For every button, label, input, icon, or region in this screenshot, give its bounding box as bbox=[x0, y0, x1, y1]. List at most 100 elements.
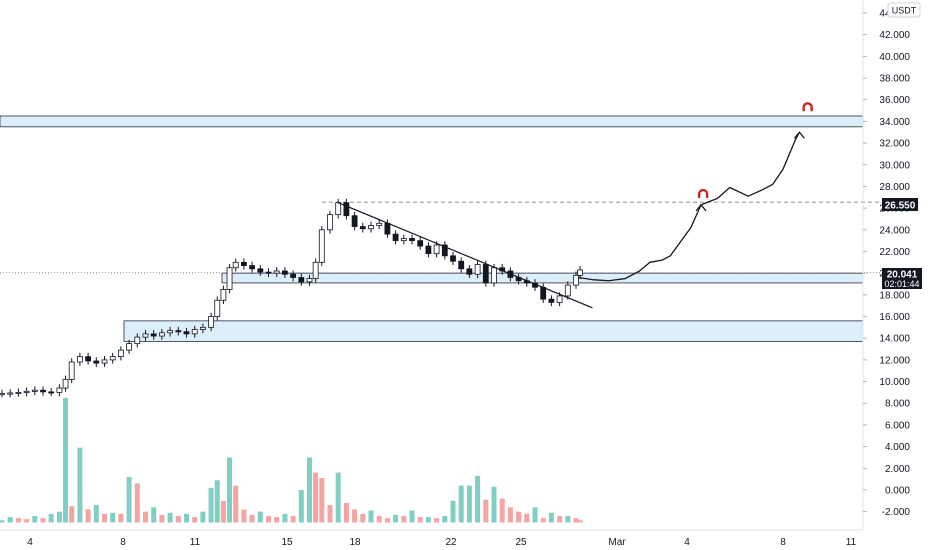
volume-bar bbox=[491, 486, 497, 523]
volume-bar bbox=[241, 509, 247, 523]
volume-bar bbox=[548, 512, 554, 523]
candle-body bbox=[548, 298, 555, 303]
candle-body bbox=[56, 387, 63, 393]
time-tick-label: 4 bbox=[27, 537, 33, 548]
volume-bar bbox=[565, 515, 571, 523]
volume-bar bbox=[499, 498, 505, 523]
price-tick-label: 42.000 bbox=[879, 30, 910, 41]
volume-bar bbox=[15, 518, 21, 523]
volume-bar bbox=[532, 507, 538, 523]
volume-bar bbox=[0, 520, 5, 523]
volume-bar bbox=[167, 512, 173, 523]
volume-bar bbox=[134, 483, 140, 523]
trendline bbox=[337, 202, 593, 309]
time-axis[interactable]: 4 8 11 15 18 22 25 Mar 4 8 11 bbox=[27, 537, 856, 548]
volume-bar bbox=[352, 509, 358, 523]
price-candles bbox=[0, 198, 583, 398]
volume-bar bbox=[282, 513, 288, 523]
currency-badge[interactable]: USDT bbox=[887, 2, 921, 18]
volume-bar bbox=[7, 517, 13, 523]
volume-bar bbox=[425, 517, 431, 523]
magnet-icon bbox=[697, 188, 709, 199]
price-tick-label: 14.000 bbox=[879, 334, 910, 345]
candle-body bbox=[31, 389, 38, 392]
candle-body bbox=[142, 333, 149, 338]
volume-bar bbox=[335, 472, 341, 523]
volume-bar bbox=[257, 511, 263, 523]
candle-body bbox=[351, 215, 358, 227]
price-tick-label: 18.000 bbox=[879, 290, 910, 301]
magnet-icon bbox=[802, 102, 813, 112]
target-price-value: 26.550 bbox=[885, 201, 916, 212]
candle-body bbox=[232, 261, 239, 269]
volume-bar bbox=[368, 510, 374, 523]
volume-bar bbox=[524, 513, 530, 523]
candle-body bbox=[409, 238, 415, 242]
time-tick-label: 8 bbox=[780, 537, 786, 548]
candle-body bbox=[208, 316, 215, 328]
candle-body bbox=[93, 360, 100, 364]
volume-bar bbox=[77, 447, 83, 523]
volume-bar bbox=[102, 513, 107, 523]
candle-body bbox=[368, 225, 374, 230]
volume-bar bbox=[69, 506, 75, 523]
candle-body bbox=[359, 226, 366, 230]
price-tick-label: 16.000 bbox=[879, 312, 910, 323]
volume-bar bbox=[151, 507, 157, 523]
candle-body bbox=[220, 289, 227, 301]
projection-path bbox=[577, 131, 805, 282]
volume-bar bbox=[475, 475, 481, 523]
price-axis[interactable]: 44.00042.00040.00038.00036.00034.00032.0… bbox=[863, 9, 910, 519]
candle-body bbox=[327, 214, 333, 231]
candle-body bbox=[556, 295, 563, 303]
volume-bar bbox=[327, 505, 333, 523]
volume-bar bbox=[343, 502, 349, 523]
time-tick-label: 8 bbox=[120, 537, 126, 548]
price-tick-label: -2.000 bbox=[882, 507, 911, 518]
candle-body bbox=[240, 261, 247, 266]
volume-bar bbox=[63, 397, 69, 523]
candle-body bbox=[23, 390, 30, 393]
candle-body bbox=[577, 269, 583, 276]
candle-body bbox=[312, 261, 319, 279]
volume-bar bbox=[48, 513, 54, 523]
price-tick-label: 10.000 bbox=[879, 377, 910, 388]
volume-bar bbox=[298, 489, 304, 523]
volume-bar bbox=[249, 514, 255, 523]
candle-body bbox=[48, 391, 55, 394]
target-badge-bg bbox=[882, 198, 918, 211]
volume-bar bbox=[434, 518, 440, 523]
volume-bar bbox=[507, 507, 513, 523]
volume-bar bbox=[290, 515, 296, 523]
candle-body bbox=[226, 267, 233, 290]
volume-bar bbox=[450, 500, 456, 523]
price-tick-label: 0.000 bbox=[885, 485, 910, 496]
volume-bar bbox=[200, 511, 206, 523]
candle-body bbox=[85, 356, 91, 362]
volume-bar bbox=[319, 478, 325, 523]
price-tick-label: 38.000 bbox=[879, 74, 910, 85]
candle-body bbox=[343, 202, 350, 217]
price-tick-label: 2.000 bbox=[885, 464, 910, 475]
price-tick-label: 34.000 bbox=[879, 117, 910, 128]
candle-body bbox=[126, 343, 132, 351]
candle-body bbox=[214, 299, 221, 317]
volume-bar bbox=[313, 472, 319, 523]
price-tick-label: 28.000 bbox=[879, 182, 910, 193]
candle-body bbox=[109, 356, 116, 361]
price-tick-label: 24.000 bbox=[879, 225, 910, 236]
volume-bar bbox=[417, 517, 423, 523]
price-tick-label: 6.000 bbox=[885, 420, 910, 431]
candle-body bbox=[15, 391, 22, 394]
volume-bar bbox=[409, 510, 415, 523]
volume-bar bbox=[233, 485, 239, 523]
time-tick-label: 11 bbox=[846, 537, 857, 548]
candle-body bbox=[540, 286, 547, 300]
candle-body bbox=[249, 265, 256, 270]
volume-bar bbox=[184, 513, 189, 523]
volume-bar bbox=[458, 485, 464, 523]
candle-body bbox=[433, 244, 440, 255]
currency-label: USDT bbox=[892, 6, 917, 16]
volume-bar bbox=[32, 515, 38, 523]
